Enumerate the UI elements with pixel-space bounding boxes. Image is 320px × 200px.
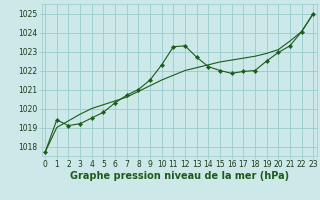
X-axis label: Graphe pression niveau de la mer (hPa): Graphe pression niveau de la mer (hPa) (70, 171, 289, 181)
